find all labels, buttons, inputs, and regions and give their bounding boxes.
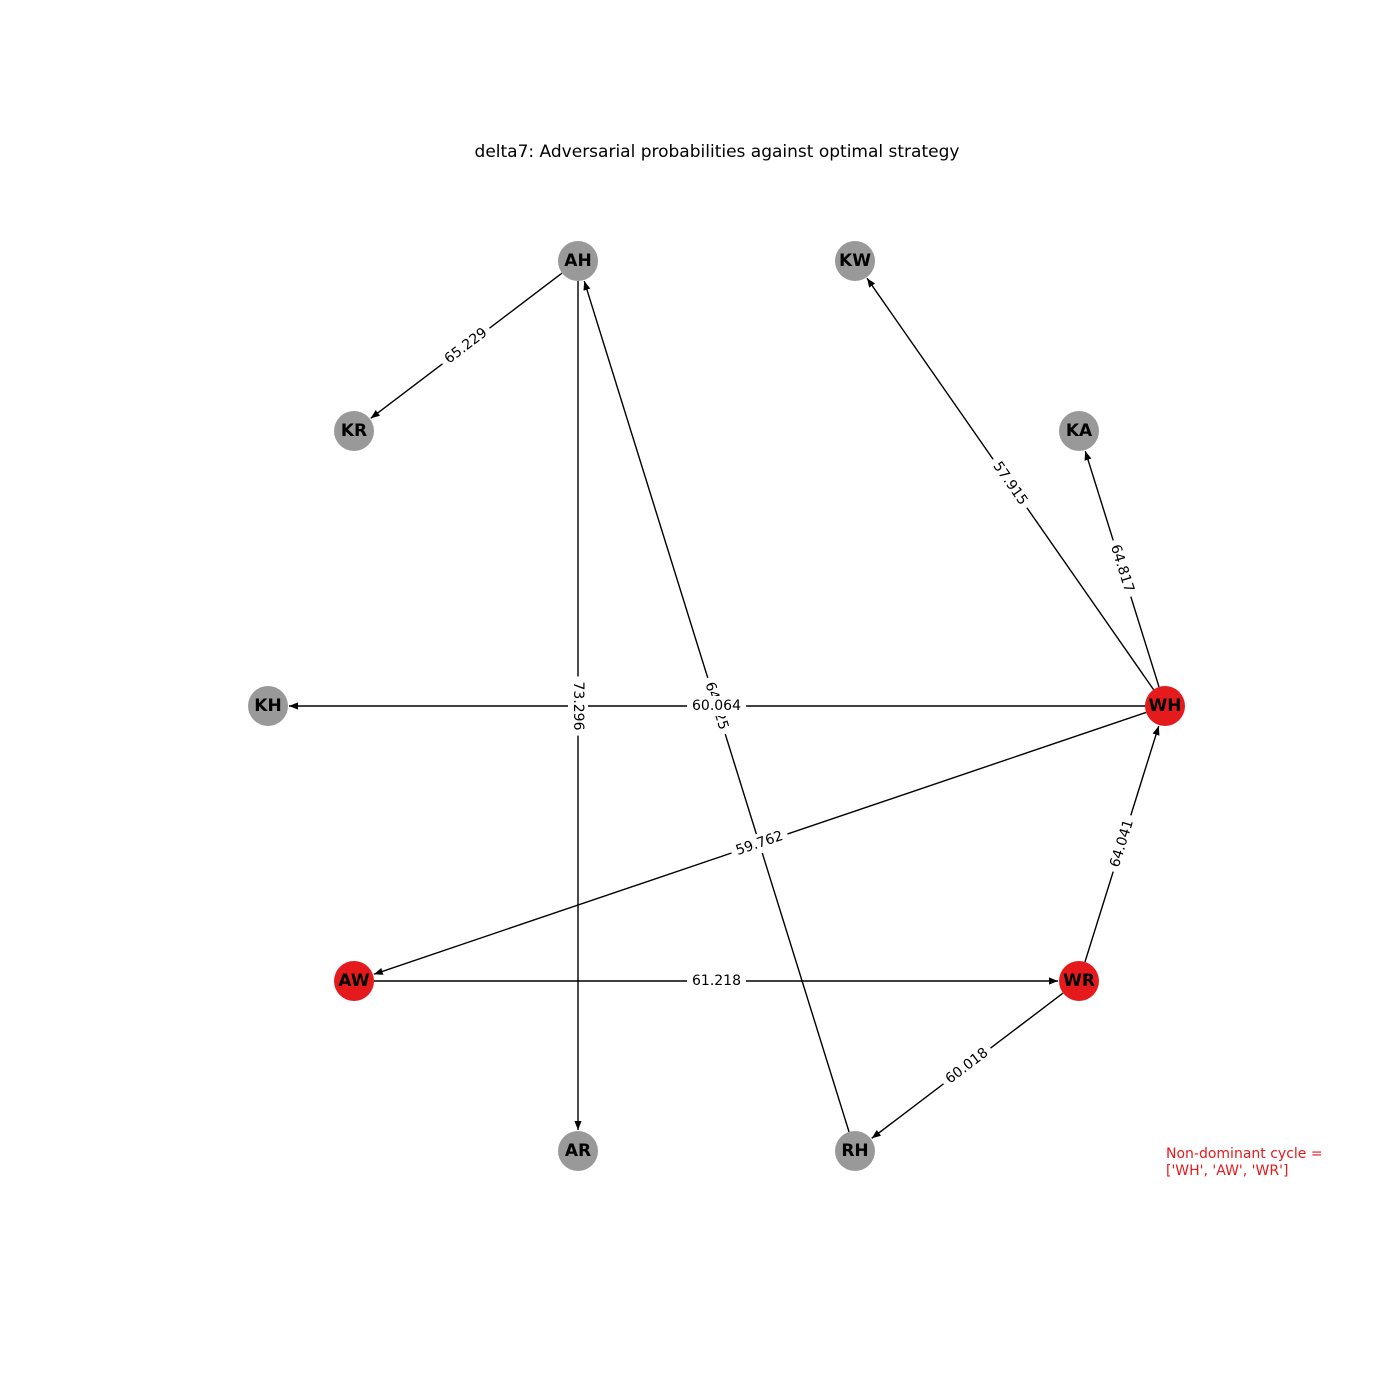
node-label: AR [565, 1141, 591, 1161]
nodes-layer: AH KW KR KA KH WH AW WR AR RH [248, 241, 1185, 1171]
node-kr: KR [334, 411, 374, 451]
node-circle [835, 241, 875, 281]
node-ka: KA [1059, 411, 1099, 451]
edge-label-text: 60.064 [692, 698, 741, 714]
edge-label-background [687, 971, 746, 991]
cycle-annotation: Non-dominant cycle = ['WH', 'AW', 'WR'] [1166, 1146, 1323, 1180]
node-circle [334, 411, 374, 451]
node-label: WH [1149, 696, 1182, 716]
edge-label-wr-rh: 60.018 [937, 1040, 997, 1092]
node-label: KA [1066, 421, 1093, 441]
edge-label-background [436, 320, 496, 372]
node-kh: KH [248, 686, 288, 726]
edge-label-text: 59.762 [734, 828, 786, 859]
node-label: AW [338, 971, 369, 991]
node-rh: RH [835, 1131, 875, 1171]
node-circle [1145, 686, 1185, 726]
node-ah: AH [558, 241, 598, 281]
edge-label-background [1103, 812, 1141, 875]
node-circle [1059, 411, 1099, 451]
edge-label-text: 65.229 [442, 325, 491, 367]
node-wr: WR [1059, 961, 1099, 1001]
node-label: RH [841, 1141, 868, 1161]
edge-label-background [937, 1040, 997, 1092]
node-circle [558, 241, 598, 281]
edge-label-aw-wr: 61.218 [687, 971, 746, 991]
edge-label-background [984, 453, 1036, 514]
cycle-annotation-line1: Non-dominant cycle = [1166, 1146, 1323, 1162]
node-label: KH [254, 696, 281, 716]
node-circle [334, 961, 374, 1001]
node-circle [558, 1131, 598, 1171]
edge-label-text: 73.296 [570, 682, 586, 731]
node-label: KR [341, 421, 367, 441]
edge-label-background [687, 696, 747, 716]
node-circle [835, 1131, 875, 1171]
edge-label-wr-wh: 64.041 [1103, 812, 1141, 875]
edge-label-background [728, 824, 791, 863]
node-circle [248, 686, 288, 726]
node-circle [1059, 961, 1099, 1001]
edge-label-wh-aw: 59.762 [728, 824, 791, 863]
node-ar: AR [558, 1131, 598, 1171]
edge-label-ah-kr: 65.229 [436, 320, 496, 372]
edge-label-text: 61.218 [692, 973, 741, 989]
chart-title: delta7: Adversarial probabilities agains… [474, 142, 960, 162]
node-kw: KW [835, 241, 875, 281]
node-label: KW [839, 251, 871, 271]
node-aw: AW [334, 961, 374, 1001]
node-wh: WH [1145, 686, 1185, 726]
edge-label-wh-kw: 57.915 [984, 453, 1036, 514]
edge-label-text: 60.018 [943, 1045, 992, 1087]
edge-label-wh-kh: 60.064 [687, 696, 747, 716]
edge-label-background [568, 676, 588, 736]
node-label: WR [1063, 971, 1095, 991]
edge-label-wh-ka: 64.817 [1103, 537, 1141, 600]
edge-label-ah-ar: 73.296 [568, 676, 588, 736]
cycle-annotation-line2: ['WH', 'AW', 'WR'] [1166, 1163, 1289, 1179]
edge-label-background [1103, 537, 1141, 600]
node-label: AH [564, 251, 591, 271]
